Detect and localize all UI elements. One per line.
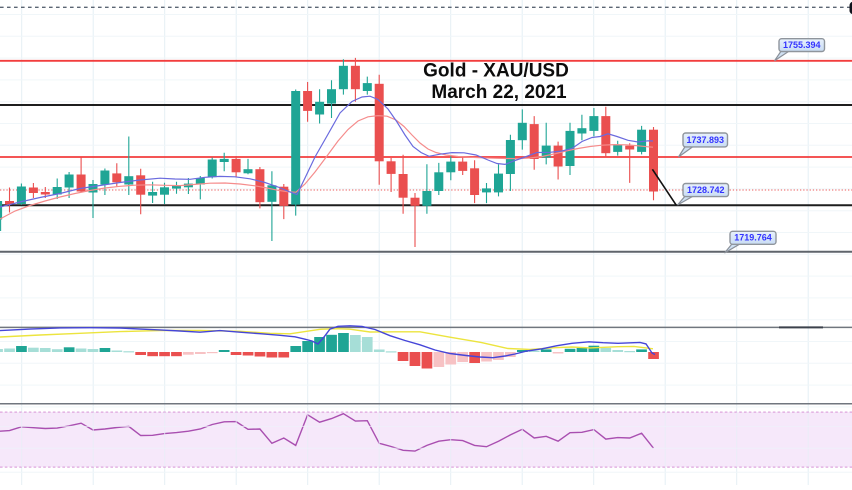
svg-text:1755.394: 1755.394: [783, 40, 821, 50]
svg-text:1728.742: 1728.742: [687, 185, 725, 195]
svg-text:Gold - XAU/USD: Gold - XAU/USD: [423, 61, 569, 82]
svg-text:March 22, 2021: March 22, 2021: [431, 82, 567, 103]
svg-text:1737.893: 1737.893: [686, 135, 724, 145]
svg-text:1719.764: 1719.764: [734, 233, 772, 243]
